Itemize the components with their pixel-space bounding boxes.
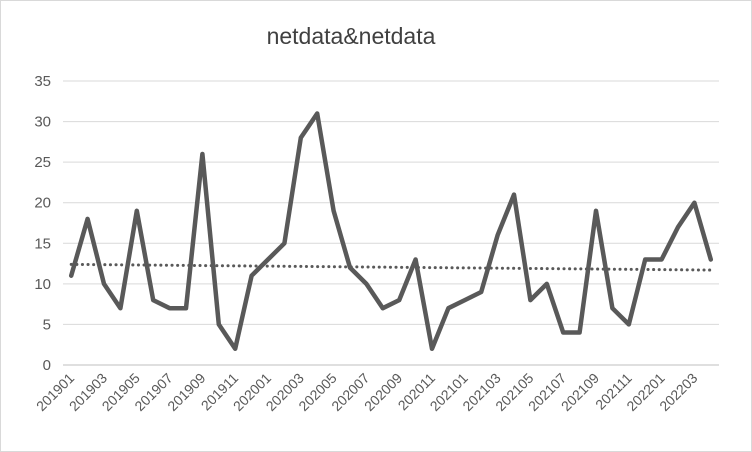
data-point bbox=[235, 348, 236, 349]
data-point bbox=[612, 308, 613, 309]
data-point bbox=[579, 332, 580, 333]
data-point bbox=[366, 283, 367, 284]
data-point bbox=[333, 210, 334, 211]
data-point bbox=[104, 283, 105, 284]
y-tick-label: 20 bbox=[34, 195, 51, 212]
data-point bbox=[694, 202, 695, 203]
y-tick-label: 0 bbox=[43, 357, 51, 374]
data-point bbox=[481, 292, 482, 293]
data-point bbox=[432, 348, 433, 349]
data-point bbox=[153, 300, 154, 301]
y-tick-label: 35 bbox=[34, 73, 51, 90]
data-point bbox=[448, 308, 449, 309]
data-point bbox=[546, 283, 547, 284]
y-tick-label: 30 bbox=[34, 114, 51, 131]
data-point bbox=[202, 154, 203, 155]
y-tick-label: 25 bbox=[34, 154, 51, 171]
data-point bbox=[350, 267, 351, 268]
data-point bbox=[596, 210, 597, 211]
data-point bbox=[120, 308, 121, 309]
data-point bbox=[645, 259, 646, 260]
series-line bbox=[68, 111, 714, 352]
data-point bbox=[87, 218, 88, 219]
data-point bbox=[169, 308, 170, 309]
data-point bbox=[661, 259, 662, 260]
y-tick-label: 10 bbox=[34, 276, 51, 293]
y-tick-label: 5 bbox=[43, 316, 51, 333]
data-point bbox=[186, 308, 187, 309]
data-point bbox=[464, 300, 465, 301]
data-point bbox=[514, 194, 515, 195]
data-point bbox=[399, 300, 400, 301]
data-point bbox=[317, 113, 318, 114]
data-point bbox=[268, 259, 269, 260]
data-point bbox=[497, 235, 498, 236]
data-point bbox=[530, 300, 531, 301]
data-point bbox=[71, 275, 72, 276]
data-point bbox=[563, 332, 564, 333]
data-point bbox=[218, 324, 219, 325]
chart-title: netdata&netdata bbox=[266, 23, 436, 49]
data-point bbox=[382, 308, 383, 309]
data-point bbox=[710, 259, 711, 260]
y-tick-label: 15 bbox=[34, 235, 51, 252]
trendline bbox=[69, 262, 713, 272]
data-point bbox=[678, 227, 679, 228]
data-point bbox=[251, 275, 252, 276]
data-point bbox=[284, 243, 285, 244]
data-point bbox=[628, 324, 629, 325]
data-point bbox=[136, 210, 137, 211]
data-point bbox=[415, 259, 416, 260]
data-point bbox=[300, 137, 301, 138]
